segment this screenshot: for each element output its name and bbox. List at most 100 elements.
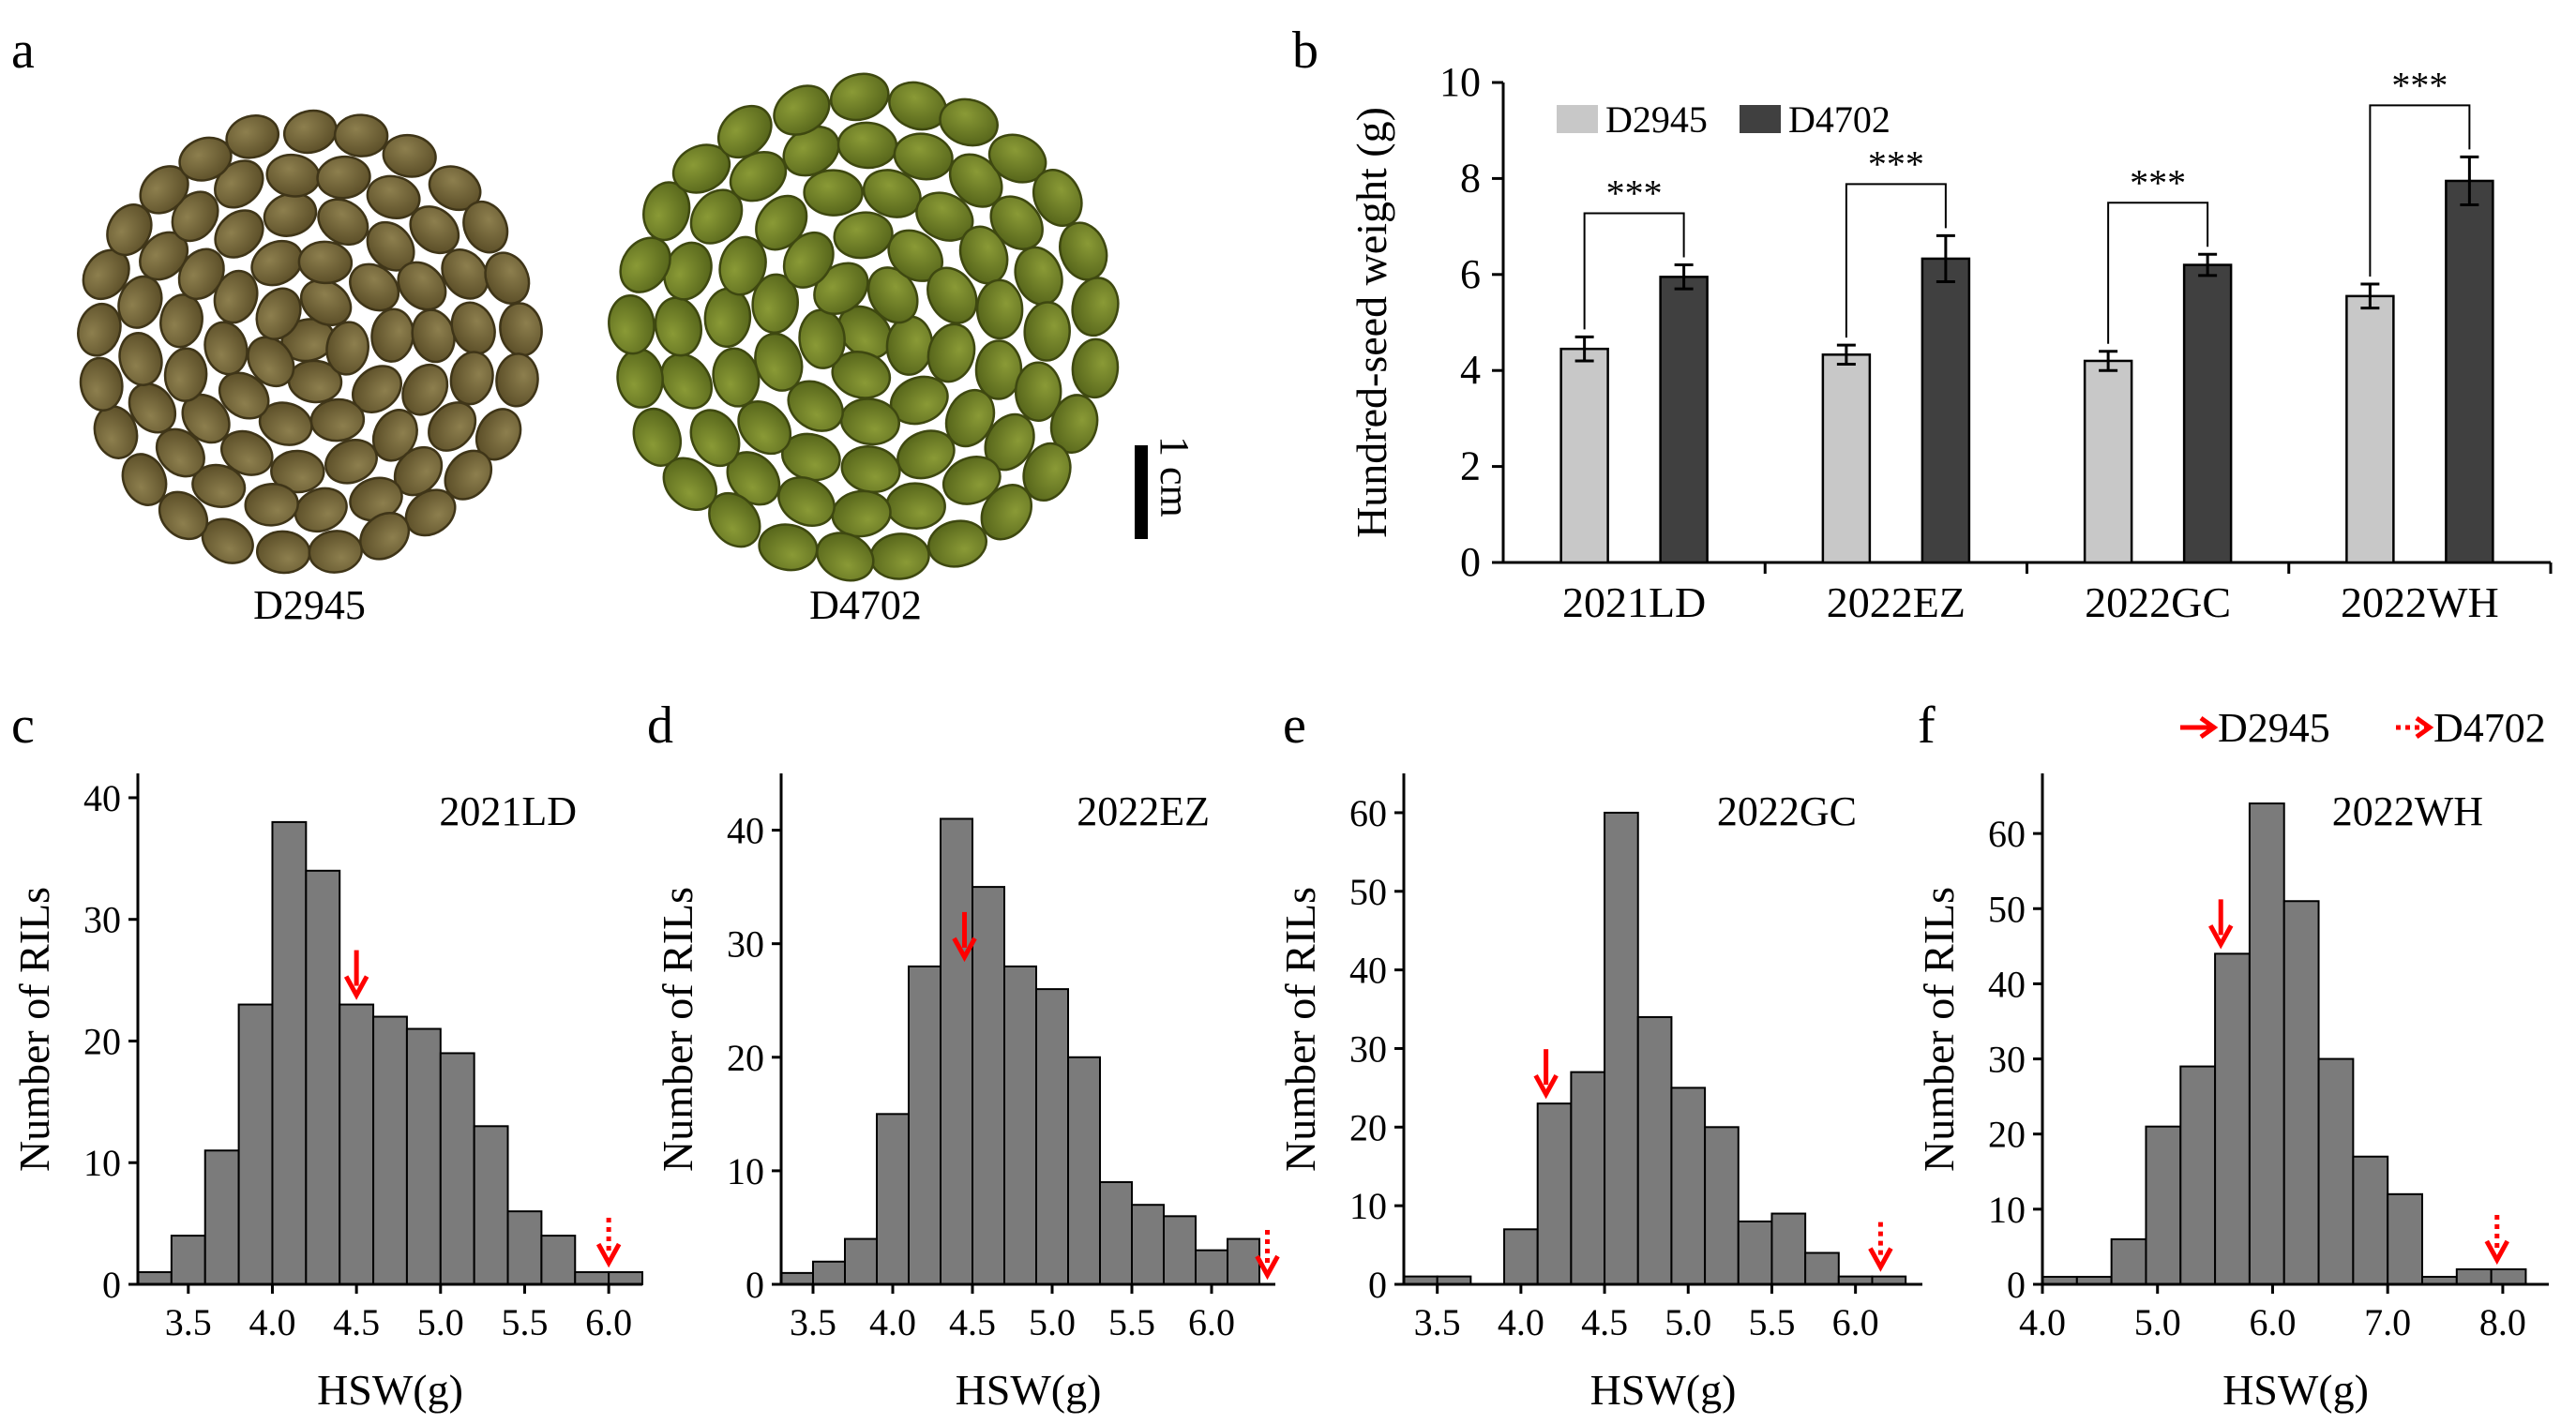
bar-D2945 (1559, 347, 1609, 564)
y-tick-label: 20 (83, 1020, 121, 1062)
arrow-d4702-head (2484, 1239, 2509, 1266)
y-tick-label: 0 (746, 1264, 764, 1306)
seed-37 (654, 296, 702, 357)
arrow-legend: D2945 D4702 (2180, 705, 2546, 751)
seed-11 (751, 273, 799, 335)
seed-24 (718, 235, 767, 296)
x-tick-label: 5.5 (1108, 1301, 1155, 1343)
seed-43 (449, 351, 494, 406)
seed-56 (79, 356, 124, 412)
histogram-bar (1536, 1102, 1573, 1285)
legend-label: D4702 (2433, 705, 2546, 751)
histogram-bar (1737, 1220, 1773, 1286)
histogram-bar (1770, 1212, 1807, 1285)
x-tick-label: 7.0 (2364, 1301, 2411, 1343)
seed-9 (787, 380, 844, 432)
y-tick-label: 40 (1349, 950, 1387, 992)
x-tick-label: 6.0 (1188, 1301, 1235, 1343)
x-tick-label: 5.0 (1029, 1301, 1076, 1343)
seed-59 (106, 203, 153, 257)
seed-21 (214, 209, 264, 259)
y-axis-label: Number of RILs (1915, 887, 1963, 1172)
histogram-bar (1636, 1015, 1673, 1286)
seed-68 (484, 251, 531, 305)
seed-26 (411, 308, 456, 364)
y-tick-label: 50 (1349, 871, 1387, 913)
histogram-bar (2317, 1057, 2355, 1286)
y-tick-label: 4 (1460, 347, 1481, 393)
y-tick-label: 50 (1988, 888, 2026, 930)
histogram-2022ez: 0 10 20 30 40 3.5 4.0 4.5 5.0 5.5 6.0 HSW(g) Number … (654, 773, 1280, 1414)
arrow-d4702-head (1255, 1254, 1280, 1281)
x-tick-label: 4.5 (1581, 1301, 1628, 1343)
seed-9 (218, 371, 270, 420)
seed-68 (1022, 442, 1072, 502)
seed-29 (324, 439, 378, 485)
seed-3 (798, 308, 846, 369)
seed-71 (869, 532, 930, 580)
histogram-bar (439, 1052, 475, 1286)
histogram-bar (2352, 1155, 2389, 1285)
seed-cluster-d2945 (77, 109, 543, 575)
seed-30 (270, 449, 325, 494)
x-tick-label: 5.0 (417, 1301, 464, 1343)
histogram-bar (2248, 802, 2285, 1285)
bar-chart-hundred-seed-weight: 0 2 4 6 8 10 Hundred-seed weight (g) 2021LD *** 2… (1348, 59, 2553, 626)
bar-D4702 (1921, 257, 1971, 564)
y-tick-label: 10 (1988, 1189, 2026, 1231)
y-tick-label: 40 (83, 777, 121, 819)
seed-11 (213, 269, 259, 324)
histogram-bar (2490, 1267, 2527, 1285)
x-axis-label: HSW(g) (317, 1366, 463, 1414)
seed-31 (128, 382, 177, 434)
x-tick-label: 6.0 (585, 1301, 632, 1343)
seed-16 (974, 339, 1023, 400)
legend-swatch-D2945 (1557, 105, 1598, 133)
seed-33 (777, 476, 836, 527)
photo-label-d4702: D4702 (809, 582, 922, 628)
histogram-bar (2282, 900, 2320, 1285)
seed-13 (833, 211, 894, 260)
seed-17 (944, 388, 996, 448)
legend-label: D2945 (2218, 705, 2330, 751)
category-label: 2022EZ (1827, 578, 1966, 626)
legend-arrow-head (2415, 715, 2434, 740)
seed-35 (689, 409, 741, 468)
x-tick-label: 5.5 (1748, 1301, 1795, 1343)
x-tick-label: 4.0 (2019, 1301, 2066, 1343)
y-axis-label: Number of RILs (10, 887, 58, 1172)
significance-bracket (1583, 212, 1685, 330)
x-tick-label: 4.0 (1498, 1301, 1544, 1343)
histogram-bar (972, 886, 1005, 1285)
seed-19 (840, 445, 901, 494)
y-axis-label: Number of RILs (1276, 887, 1324, 1172)
y-tick-label: 60 (1988, 813, 2026, 855)
histogram-bar (2145, 1125, 2182, 1285)
seed-7 (309, 397, 366, 442)
histogram-bar (137, 1271, 173, 1285)
y-tick-label: 10 (83, 1142, 121, 1184)
panel-label-f: f (1918, 697, 1936, 755)
seed-44 (428, 401, 477, 452)
bar-D4702 (2182, 263, 2233, 564)
seed-50 (942, 456, 1002, 505)
seed-36 (660, 352, 714, 410)
y-tick-label: 60 (1349, 792, 1387, 834)
histogram-bar (339, 1003, 375, 1285)
arrow-d4702-head (1868, 1247, 1893, 1272)
significance-label: *** (1868, 142, 1924, 185)
histogram-2022gc: 0 10 20 30 40 50 60 3.5 4.0 4.5 5.0 5.5 6.0 HSW(g) Num… (1276, 773, 1922, 1414)
bar-D2945 (2345, 294, 2395, 564)
seed-27 (401, 363, 449, 416)
seed-47 (294, 487, 348, 533)
y-tick-label: 0 (1368, 1264, 1387, 1306)
histogram-bar (1195, 1249, 1228, 1285)
y-tick-label: 6 (1460, 251, 1481, 297)
histogram-bar (812, 1260, 846, 1286)
histogram-bar (1570, 1071, 1606, 1285)
histogram-bar (608, 1271, 644, 1285)
x-tick-label: 4.5 (333, 1301, 380, 1343)
seed-1 (885, 315, 934, 376)
histogram-bar (170, 1235, 206, 1285)
seed-65 (382, 133, 437, 178)
